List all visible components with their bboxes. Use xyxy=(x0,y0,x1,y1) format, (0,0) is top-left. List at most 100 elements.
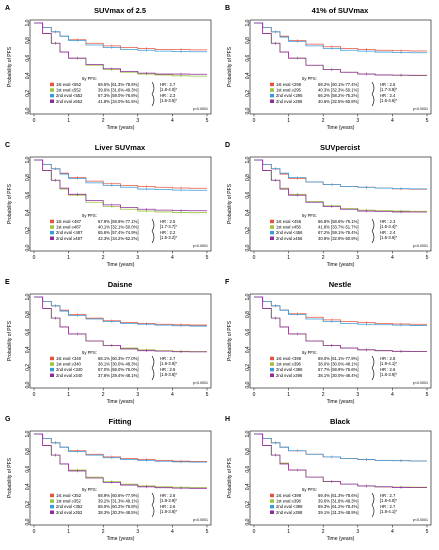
legend-pfs: 40.9% [32.9%-50.9%] xyxy=(318,236,359,241)
legend-pfs: 66.8% [58.6%-76.1%] xyxy=(318,219,359,224)
y-tick-label: 0.6 xyxy=(25,466,31,473)
legend-swatch xyxy=(270,373,274,377)
plot-frame xyxy=(249,19,432,115)
legend-swatch xyxy=(50,230,54,235)
hr-bracket-2 xyxy=(151,230,155,244)
legend-pfs: 39.2% [31.3%-49.1%] xyxy=(98,499,139,504)
x-tick-label: 3 xyxy=(356,118,359,124)
legend-pfs: 38.3% [30.2%-48.5%] xyxy=(98,510,139,515)
hr-bracket-2 xyxy=(151,367,155,381)
y-tick-label: 0.4 xyxy=(245,72,251,79)
y-tick-label: 1.0 xyxy=(245,19,251,26)
legend-label: 1st eval ≥456 xyxy=(276,225,302,230)
y-tick-label: 0.2 xyxy=(245,227,251,234)
y-tick-label: 0.8 xyxy=(25,448,31,455)
panel-d: D SUVpercist 0 1 2 3 4 5 Time (years) 0.0 0.2 0.4 0.… xyxy=(225,142,432,268)
x-tick-label: 0 xyxy=(253,529,256,535)
plot-frame xyxy=(29,156,212,252)
panel-title: 41% of SUVmax xyxy=(312,6,370,15)
y-tick-label: 1.0 xyxy=(245,430,251,437)
x-tick-label: 1 xyxy=(287,392,290,398)
legend-label: 1st eval ≥487 xyxy=(56,225,82,230)
x-tick-label: 0 xyxy=(253,118,256,124)
hr-bracket-2 xyxy=(151,93,155,107)
x-tick-label: 1 xyxy=(67,529,70,535)
legend-label: 1st eval <487 xyxy=(56,219,82,224)
legend-pfs: 67.3% [59.0%-76.8%] xyxy=(98,93,139,98)
x-axis-label: Time (years) xyxy=(107,536,135,542)
legend-swatch xyxy=(50,493,54,498)
legend-label: 1st eval <295 xyxy=(276,82,302,87)
legend-pfs: 38.1% [30.0%-48.3%] xyxy=(98,362,139,367)
hr-bracket-1 xyxy=(151,81,155,95)
legend-swatch xyxy=(270,82,274,87)
hr-label: HR : 2.4 xyxy=(380,93,396,98)
panel-title: Liver SUVmax xyxy=(95,143,146,152)
legend-pfs: 67.2% [59.1%-76.4%] xyxy=(318,230,359,235)
legend-pfs: 39.1% [31.2%-48.9%] xyxy=(318,510,359,515)
hr-bracket-2 xyxy=(371,367,375,381)
hr-bracket-2 xyxy=(371,230,375,244)
hr-label: [1.5-3.2]* xyxy=(160,235,177,240)
hr-label: HR : 2.8 xyxy=(380,356,396,361)
legend-label: 1st eval ≥396 xyxy=(276,362,302,367)
legend-swatch xyxy=(50,362,54,366)
p-value: p<0.0001 xyxy=(413,107,428,111)
y-axis-label: Probability of PFS xyxy=(227,320,233,361)
hr-label: HR : 2.7 xyxy=(380,504,396,509)
x-tick-label: 2 xyxy=(102,118,105,124)
hr-label: [1.7-3.8]* xyxy=(380,87,397,92)
x-axis-label: Time (years) xyxy=(107,262,135,268)
panel-title: SUVmax of 2.5 xyxy=(94,6,146,15)
legend-title: 5y PFS: xyxy=(82,213,97,218)
hr-label: HR : 2.5 xyxy=(380,82,396,87)
legend-pfs: 40.6% [32.5%-50.8%] xyxy=(318,99,359,104)
hr-label: [1.8-4.1]* xyxy=(380,509,397,514)
x-tick-label: 0 xyxy=(33,392,36,398)
legend-swatch xyxy=(270,362,274,366)
legend-label: 1st eval ≥352 xyxy=(56,499,82,504)
y-axis-label: Probability of PFS xyxy=(7,320,13,361)
panel-letter: F xyxy=(225,279,230,286)
legend-swatch xyxy=(50,367,54,372)
x-tick-label: 3 xyxy=(356,392,359,398)
km-curve-4 xyxy=(254,433,427,488)
p-value: p<0.0001 xyxy=(193,107,208,111)
panel-title: Daisne xyxy=(108,280,133,289)
panel-h: H Black 0 1 2 3 4 5 Time (years) 0.0 0.2 0.4 0.6 0.8 1… xyxy=(225,416,432,542)
y-tick-label: 0.6 xyxy=(245,55,251,62)
hr-label: [1.6-3.6]* xyxy=(380,98,397,103)
legend-label: 2nd eval ≥398 xyxy=(276,510,303,515)
km-curve-4 xyxy=(254,159,427,213)
hr-bracket-1 xyxy=(151,355,155,369)
hr-label: HR : 2.4 xyxy=(380,230,396,235)
legend-pfs: 68.2% [60.1%-77.4%] xyxy=(318,82,359,87)
y-tick-label: 0.2 xyxy=(25,364,31,371)
legend-label: 2nd eval ≥396 xyxy=(276,373,303,378)
hr-bracket-2 xyxy=(371,93,375,107)
legend-label: 2nd eval ≥295 xyxy=(276,99,303,104)
km-curve-4 xyxy=(34,433,207,489)
legend-pfs: 68.1% [60.3%-77.0%] xyxy=(98,356,139,361)
legend-pfs: 40.3% [32.3%-50.1%] xyxy=(318,88,359,93)
x-axis-label: Time (years) xyxy=(327,262,355,268)
panel-b: B 41% of SUVmax 0 1 2 3 4 5 Time (years) 0.0 0.2 0.… xyxy=(225,5,432,131)
x-tick-label: 3 xyxy=(356,255,359,261)
panel-title: SUVpercist xyxy=(320,143,361,152)
legend-swatch xyxy=(270,93,274,98)
y-tick-label: 0.0 xyxy=(245,518,251,525)
y-tick-label: 0.8 xyxy=(25,311,31,318)
panel-letter: C xyxy=(5,142,10,149)
x-tick-label: 1 xyxy=(67,118,70,124)
x-tick-label: 5 xyxy=(426,255,429,261)
legend-label: 1st eval <552 xyxy=(56,82,82,87)
plot-frame xyxy=(249,430,432,526)
y-tick-label: 0.2 xyxy=(245,501,251,508)
legend-swatch xyxy=(50,219,54,224)
legend-title: 5y PFS: xyxy=(82,76,97,81)
km-curve-3 xyxy=(34,22,207,53)
km-curve-3 xyxy=(254,296,427,326)
y-tick-label: 0.2 xyxy=(25,90,31,97)
x-tick-label: 5 xyxy=(206,255,209,261)
y-axis-label: Probability of PFS xyxy=(7,183,13,224)
